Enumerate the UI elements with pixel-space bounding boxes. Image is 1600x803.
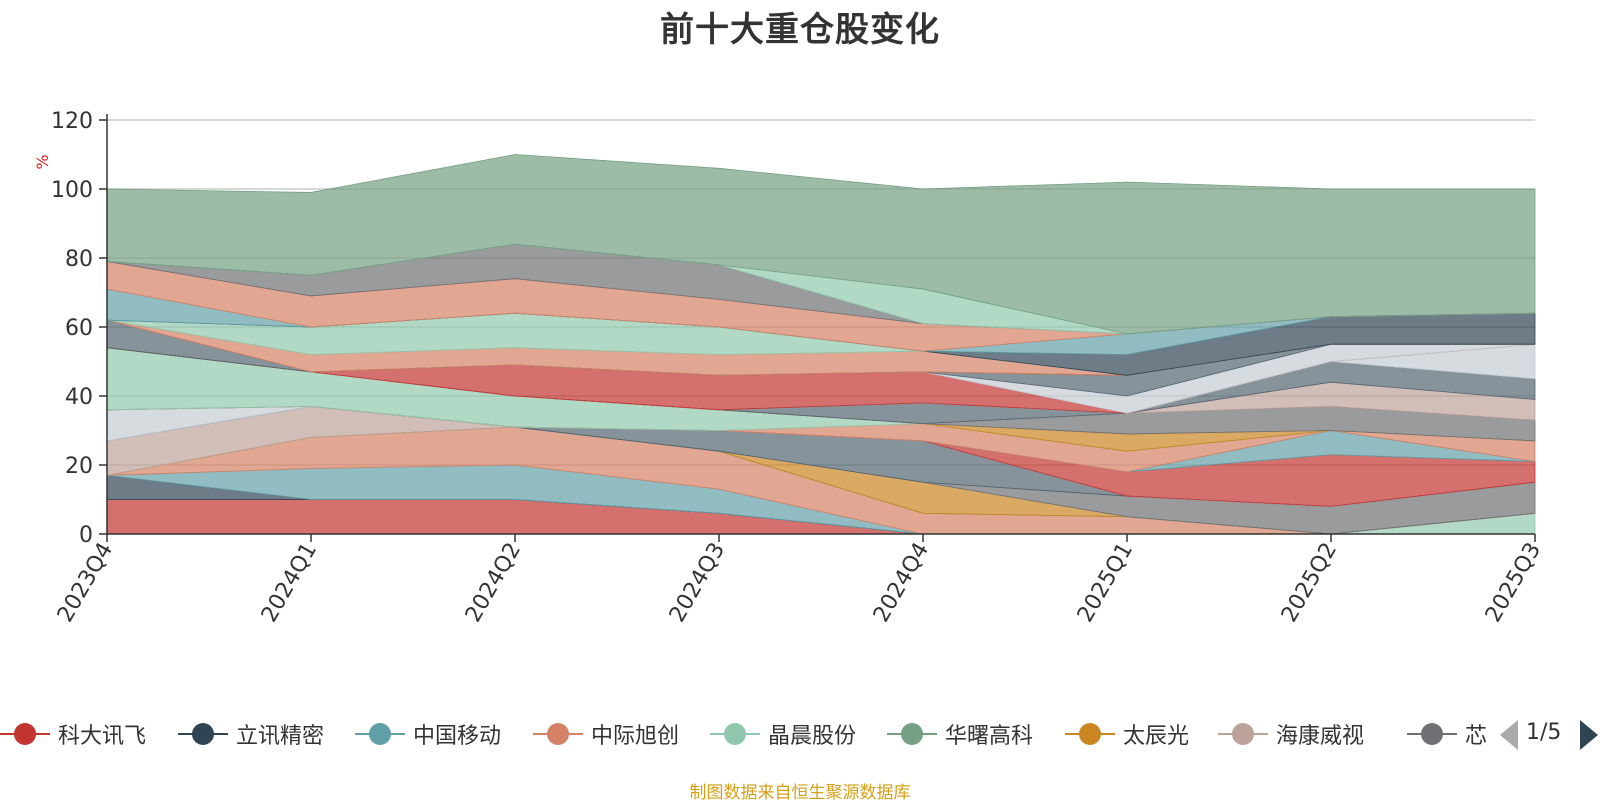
legend-marker-icon [887, 722, 937, 746]
y-tick-label: 20 [65, 454, 93, 479]
legend-next-icon[interactable] [1580, 720, 1598, 750]
legend-label: 中国移动 [413, 724, 502, 749]
source-note: 制图数据来自恒生聚源数据库 [689, 783, 911, 803]
legend-label: 华曙高科 [945, 724, 1034, 749]
x-tick-label: 2025Q3 [1481, 539, 1546, 627]
legend-item[interactable]: 立讯精密 [178, 712, 324, 756]
x-tick-label: 2023Q4 [53, 539, 118, 627]
y-axis-label: % [33, 154, 52, 169]
legend-item[interactable]: 芯 [1407, 712, 1487, 756]
legend-label: 中际旭创 [591, 724, 680, 749]
legend-item[interactable]: 华曙高科 [887, 712, 1033, 756]
legend-pager: 1/5 [1498, 720, 1600, 752]
legend-marker-icon [178, 722, 228, 746]
legend-page-indicator: 1/5 [1526, 720, 1562, 745]
x-tick-label: 2025Q2 [1277, 539, 1342, 627]
legend-item[interactable]: 海康威视 [1218, 712, 1364, 756]
legend-marker-icon [533, 722, 583, 746]
legend-prev-icon[interactable] [1500, 720, 1518, 750]
x-tick-label: 2025Q1 [1073, 539, 1138, 627]
legend-item[interactable]: 科大讯飞 [0, 712, 146, 756]
chart-title: 前十大重仓股变化 [660, 10, 940, 50]
stacked-area-chart: 0 20 40 60 80 100 120% 2023Q4 2024Q1 2024Q2 2024Q3… [33, 109, 1546, 627]
legend-label: 晶晨股份 [768, 724, 857, 749]
legend-item[interactable]: 太辰光 [1065, 712, 1189, 756]
x-tick-label: 2024Q2 [461, 539, 526, 627]
area-series-32 [106, 154, 1536, 335]
legend-item[interactable]: 晶晨股份 [710, 712, 856, 756]
y-tick-label: 80 [65, 247, 93, 272]
y-tick-label: 120 [51, 109, 93, 134]
y-tick-label: 40 [65, 385, 93, 410]
legend-marker-icon [0, 722, 50, 746]
legend-label: 芯 [1465, 724, 1488, 749]
legend-item[interactable]: 中际旭创 [533, 712, 679, 756]
legend-marker-icon [1218, 722, 1268, 746]
legend-label: 海康威视 [1276, 724, 1365, 749]
legend-label: 太辰光 [1123, 724, 1190, 749]
y-tick-label: 60 [65, 316, 93, 341]
legend-marker-icon [710, 722, 760, 746]
y-tick-label: 100 [51, 178, 93, 203]
legend-label: 科大讯飞 [58, 724, 147, 749]
legend-label: 立讯精密 [236, 724, 325, 749]
x-tick-label: 2024Q4 [869, 539, 934, 627]
legend-item[interactable]: 中国移动 [355, 712, 501, 756]
x-tick-label: 2024Q1 [257, 539, 322, 627]
y-tick-label: 0 [79, 523, 93, 548]
legend-marker-icon [1407, 722, 1457, 746]
legend-marker-icon [355, 722, 405, 746]
legend: 科大讯飞 立讯精密 中国移动 中际旭创 晶晨股份 华曙高科 太辰光 海康威视 芯 [0, 712, 1600, 756]
legend-marker-icon [1065, 722, 1115, 746]
x-tick-label: 2024Q3 [665, 539, 730, 627]
area-series [106, 154, 1536, 535]
